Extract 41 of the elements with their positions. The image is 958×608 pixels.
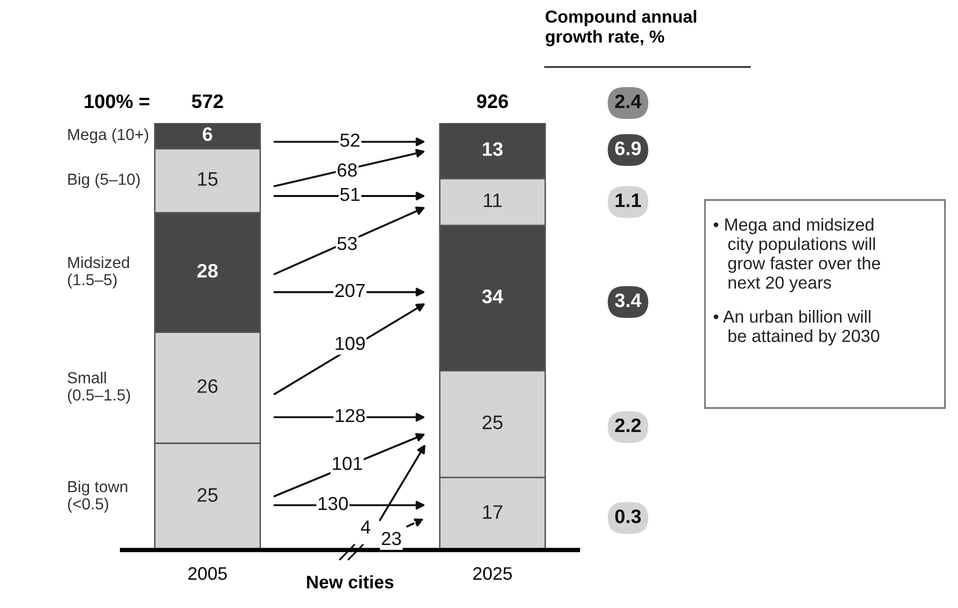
series-label: Mega (10+) [68, 128, 148, 144]
annotation: 128 [336, 408, 365, 422]
annotation: 109 [336, 336, 365, 350]
data-label: 34 [482, 290, 504, 304]
text: 926 [476, 94, 508, 108]
x-tick-label: New cities [307, 575, 394, 588]
data-label: 11 [484, 194, 502, 208]
x-tick-label: 2025 [473, 567, 512, 580]
data-label: 17 [483, 505, 502, 519]
annotation: 4 [360, 520, 370, 534]
data-label: 25 [198, 488, 218, 502]
x-tick-label: 2005 [188, 567, 227, 580]
text: 572 [192, 94, 223, 108]
annotation: 207 [335, 284, 365, 298]
text: 0.3 [615, 509, 641, 524]
text: Compound annual growth rate, % [546, 10, 696, 46]
text: 2.4 [615, 94, 642, 108]
annotation: 68 [338, 163, 357, 177]
data-label: 15 [198, 172, 218, 186]
text: 1.1 [616, 194, 641, 208]
data-label: 6 [202, 127, 212, 142]
annotation: 23 [382, 532, 401, 546]
annotation: 130 [318, 496, 348, 510]
text: 6.9 [615, 141, 641, 156]
annotation: 53 [337, 236, 357, 250]
annotation: 52 [340, 134, 360, 147]
text: • Mega and midsized city populations will grow faster over the next 20 years [714, 218, 880, 292]
series-label: Big town (<0.5) [68, 480, 128, 513]
series-label: Midsized (1.5–5) [68, 256, 129, 288]
data-label: 13 [482, 142, 503, 156]
text: 100% = [84, 94, 150, 108]
series-label: Small (0.5–1.5) [68, 372, 130, 404]
text: • An urban billion will be attained by 2030 [714, 310, 880, 346]
data-label: 26 [198, 379, 218, 393]
annotation: 51 [340, 188, 360, 202]
text: 3.4 [614, 293, 642, 308]
data-label: 28 [197, 264, 218, 278]
text: 2.2 [615, 418, 641, 432]
series-label: Big (5–10) [68, 173, 140, 188]
data-label: 25 [482, 415, 502, 430]
annotation: 101 [332, 456, 362, 470]
